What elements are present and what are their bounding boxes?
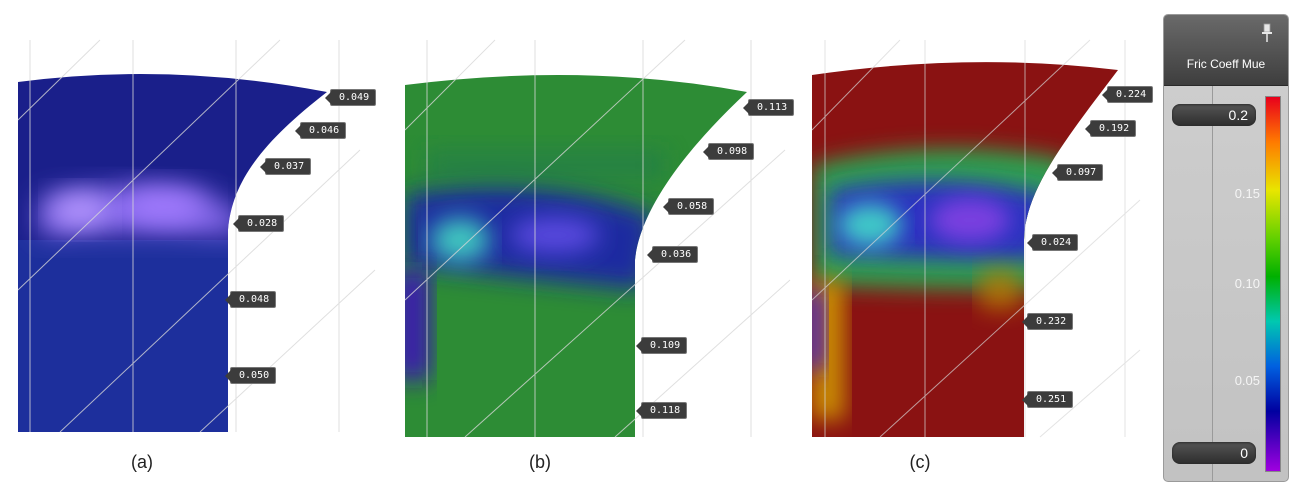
panel-b-plot [404,39,791,438]
legend-title: Fric Coeff Mue [1186,57,1266,71]
value-label: 0.024 [1026,234,1079,251]
value-label: 0.251 [1021,391,1074,408]
value-label: 0.028 [232,215,285,232]
legend-header: Fric Coeff Mue [1164,15,1288,86]
value-label: 0.232 [1021,313,1074,330]
legend-tick: 0.05 [1234,373,1260,388]
value-label: 0.224 [1101,86,1154,103]
legend-tick: 0.10 [1234,276,1260,291]
panel-c-caption: (c) [909,452,931,472]
value-label: 0.118 [635,402,688,419]
legend-max-field[interactable]: 0.2 [1172,104,1256,126]
value-label: 0.036 [646,246,699,263]
color-legend: Fric Coeff Mue 0.2 0.15 0.10 0.05 0 [1163,14,1289,482]
value-label: 0.098 [702,143,755,160]
value-label: 0.192 [1084,120,1137,137]
panel-a-plot [17,39,376,433]
value-label: 0.113 [742,99,795,116]
panel-a-caption: (a) [131,452,153,472]
pin-icon[interactable] [1260,23,1274,43]
legend-body: 0.2 0.15 0.10 0.05 0 [1164,86,1288,481]
panel-b-caption: (b) [529,452,551,472]
value-label: 0.097 [1051,164,1104,181]
value-label: 0.058 [662,198,715,215]
legend-colorbar [1265,96,1281,472]
value-label: 0.046 [294,122,347,139]
value-label: 0.049 [324,89,377,106]
panel-c-plot [811,39,1141,438]
legend-divider [1212,86,1213,481]
value-label: 0.037 [259,158,312,175]
value-label: 0.109 [635,337,688,354]
value-label: 0.048 [224,291,277,308]
legend-tick: 0.15 [1234,186,1260,201]
value-label: 0.050 [224,367,277,384]
legend-min-field[interactable]: 0 [1172,442,1256,464]
